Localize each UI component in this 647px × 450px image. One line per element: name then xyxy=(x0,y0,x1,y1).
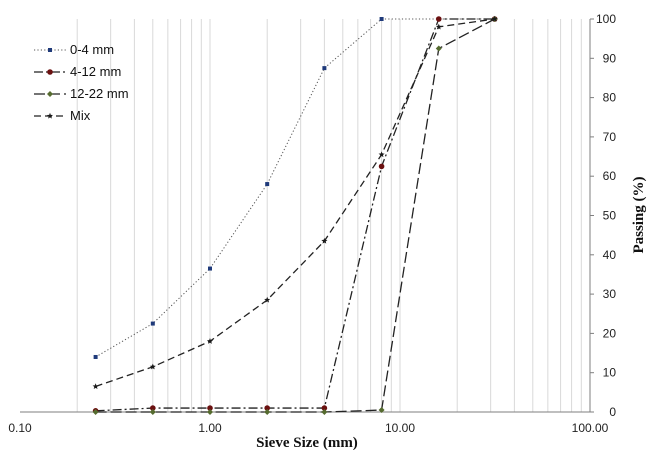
data-point xyxy=(378,407,385,414)
data-point xyxy=(322,66,327,71)
x-tick-label: 10.00 xyxy=(385,421,415,435)
data-point xyxy=(150,321,155,326)
data-point xyxy=(149,409,156,415)
tick-labels: 0.10 1.00 10.00 100.000 10 20 30 40 50 60 70 80 90 10… xyxy=(8,12,616,435)
data-point xyxy=(206,338,214,344)
series-4-12-mm xyxy=(92,16,498,414)
legend-marker xyxy=(47,69,53,75)
data-point xyxy=(265,182,270,187)
x-tick-label: 1.00 xyxy=(198,421,222,435)
series-line xyxy=(95,18,495,413)
data-point xyxy=(207,405,213,411)
legend-item: Mix xyxy=(34,108,91,123)
data-point xyxy=(207,409,213,415)
data-point xyxy=(208,266,212,271)
y-tick-label: 30 xyxy=(603,287,617,301)
legend-item: 12-22 mm xyxy=(34,86,129,101)
data-point xyxy=(435,16,442,22)
legend-label: 12-22 mm xyxy=(70,86,129,101)
data-point xyxy=(93,354,98,359)
y-tick-label: 40 xyxy=(603,248,617,262)
data-point xyxy=(435,45,442,52)
series-line xyxy=(95,18,495,358)
legend-label: Mix xyxy=(70,108,91,123)
legend-label: 4-12 mm xyxy=(70,64,121,79)
series-line xyxy=(95,18,495,412)
x-tick-label: 0.10 xyxy=(8,421,32,435)
data-point xyxy=(379,17,384,21)
x-tick-label: 100.00 xyxy=(572,421,609,435)
grid-lines xyxy=(76,19,582,412)
data-point xyxy=(378,163,385,170)
data-point xyxy=(264,296,271,303)
y-tick-label: 20 xyxy=(603,326,617,340)
data-point xyxy=(321,409,328,415)
y-tick-label: 10 xyxy=(603,366,617,380)
data-point xyxy=(149,363,156,370)
data-point xyxy=(378,151,385,158)
legend-item: 4-12 mm xyxy=(34,64,121,79)
y-tick-label: 0 xyxy=(609,405,616,419)
y-tick-label: 50 xyxy=(603,209,617,223)
legend-marker xyxy=(47,91,53,97)
data-point xyxy=(264,405,270,411)
legend-label: 0-4 mm xyxy=(70,42,114,57)
y-tick-label: 80 xyxy=(603,91,617,105)
data-point xyxy=(491,15,498,22)
y-tick-label: 100 xyxy=(596,12,616,26)
data-point xyxy=(150,405,156,411)
data-point xyxy=(321,405,328,411)
y-tick-label: 60 xyxy=(603,169,617,183)
data-point xyxy=(264,409,271,415)
data-point xyxy=(92,383,99,390)
series-12-22-mm xyxy=(92,16,498,415)
x-axis-title: Sieve Size (mm) xyxy=(256,435,358,450)
data-point xyxy=(92,409,99,415)
legend-marker xyxy=(46,112,54,119)
y-axis-title: Passing (%) xyxy=(631,176,647,253)
y-tick-label: 90 xyxy=(603,51,617,65)
data-point xyxy=(321,237,328,244)
data-point xyxy=(435,23,442,30)
series-mix xyxy=(92,15,498,390)
legend-item: 0-4 mm xyxy=(34,42,114,57)
y-tick-label: 70 xyxy=(603,130,617,144)
data-series xyxy=(92,15,498,415)
series-line xyxy=(95,18,495,388)
legend: 0-4 mm 4-12 mm 12-22 mm Mix xyxy=(34,42,129,123)
legend-marker xyxy=(48,48,52,52)
